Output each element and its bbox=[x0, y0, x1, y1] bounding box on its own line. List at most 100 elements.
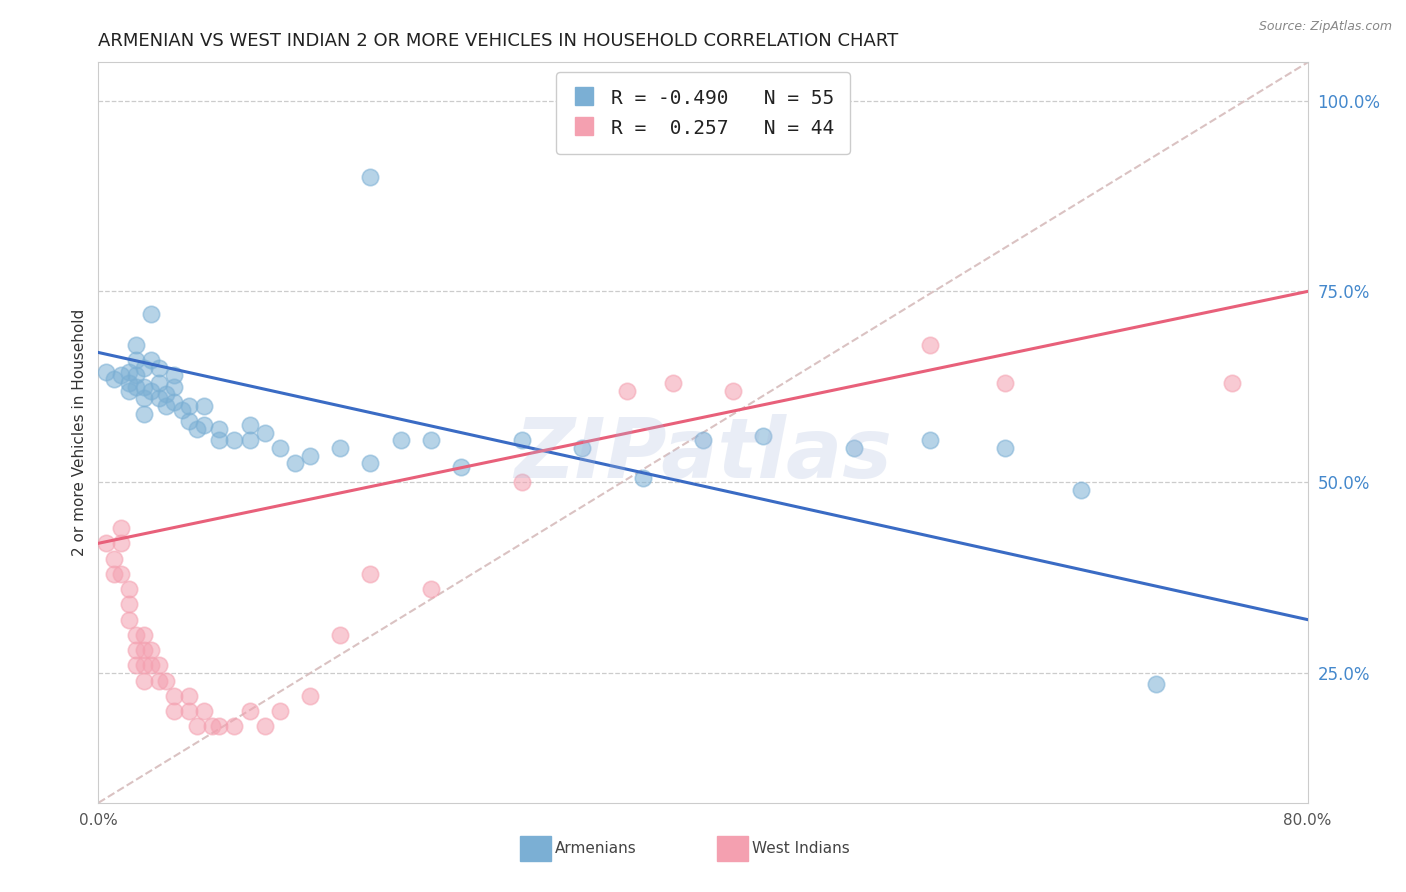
Point bbox=[239, 704, 262, 718]
Point bbox=[284, 456, 307, 470]
Point bbox=[329, 441, 352, 455]
Point bbox=[163, 689, 186, 703]
Point bbox=[103, 372, 125, 386]
Point bbox=[360, 566, 382, 581]
Point bbox=[239, 417, 262, 432]
Point bbox=[269, 441, 291, 455]
Point bbox=[132, 407, 155, 421]
Point bbox=[148, 658, 170, 673]
Point bbox=[125, 643, 148, 657]
Point bbox=[141, 643, 163, 657]
Point bbox=[389, 434, 412, 448]
Point bbox=[253, 425, 276, 440]
Point bbox=[118, 613, 141, 627]
Point bbox=[179, 689, 201, 703]
Point bbox=[253, 719, 276, 733]
Legend: R = -0.490   N = 55, R =  0.257   N = 44: R = -0.490 N = 55, R = 0.257 N = 44 bbox=[557, 72, 849, 154]
Point bbox=[1220, 376, 1243, 390]
Point bbox=[631, 471, 654, 485]
Point bbox=[132, 658, 155, 673]
Point bbox=[692, 434, 714, 448]
Point bbox=[125, 628, 148, 642]
Point bbox=[616, 384, 638, 398]
Point bbox=[155, 387, 177, 401]
Point bbox=[269, 704, 291, 718]
Point bbox=[155, 399, 177, 413]
Point bbox=[125, 658, 148, 673]
Point bbox=[179, 414, 201, 428]
Point bbox=[132, 628, 155, 642]
Point bbox=[118, 598, 141, 612]
Point bbox=[723, 384, 745, 398]
Point bbox=[186, 719, 208, 733]
Point bbox=[844, 441, 866, 455]
Point bbox=[118, 582, 141, 596]
Point bbox=[110, 368, 132, 383]
Point bbox=[132, 643, 155, 657]
Point bbox=[125, 368, 148, 383]
Point bbox=[141, 384, 163, 398]
Point bbox=[110, 536, 132, 550]
Text: ZIPatlas: ZIPatlas bbox=[515, 414, 891, 495]
Text: Armenians: Armenians bbox=[555, 841, 637, 855]
Point bbox=[163, 395, 186, 409]
Point bbox=[994, 376, 1017, 390]
Point bbox=[148, 376, 170, 390]
Point bbox=[208, 719, 231, 733]
Point bbox=[141, 307, 163, 321]
Point bbox=[918, 338, 941, 352]
Point bbox=[179, 399, 201, 413]
Point bbox=[132, 360, 155, 375]
Point bbox=[201, 719, 224, 733]
Point bbox=[170, 402, 193, 417]
Point bbox=[125, 338, 148, 352]
Point bbox=[118, 376, 141, 390]
Point bbox=[148, 360, 170, 375]
Text: Source: ZipAtlas.com: Source: ZipAtlas.com bbox=[1258, 20, 1392, 33]
Y-axis label: 2 or more Vehicles in Household: 2 or more Vehicles in Household bbox=[72, 309, 87, 557]
Text: West Indians: West Indians bbox=[752, 841, 851, 855]
Point bbox=[110, 521, 132, 535]
Point bbox=[193, 704, 215, 718]
Point bbox=[148, 391, 170, 405]
Point bbox=[163, 704, 186, 718]
Point bbox=[420, 582, 443, 596]
Point bbox=[224, 434, 246, 448]
Point bbox=[299, 449, 322, 463]
Point bbox=[148, 673, 170, 688]
Point bbox=[155, 673, 177, 688]
Point bbox=[224, 719, 246, 733]
Point bbox=[360, 456, 382, 470]
Point bbox=[193, 399, 215, 413]
Point bbox=[94, 365, 117, 379]
Point bbox=[1144, 677, 1167, 691]
Point bbox=[208, 422, 231, 436]
Point bbox=[141, 658, 163, 673]
Point bbox=[141, 353, 163, 368]
Point bbox=[132, 673, 155, 688]
Point bbox=[510, 475, 533, 490]
Point bbox=[94, 536, 117, 550]
Point bbox=[163, 380, 186, 394]
Point bbox=[103, 551, 125, 566]
Point bbox=[125, 353, 148, 368]
Point bbox=[110, 566, 132, 581]
Point bbox=[329, 628, 352, 642]
Point bbox=[132, 380, 155, 394]
Point bbox=[125, 380, 148, 394]
Point bbox=[510, 434, 533, 448]
Point bbox=[179, 704, 201, 718]
Point bbox=[661, 376, 683, 390]
Point bbox=[752, 429, 775, 443]
Point bbox=[918, 434, 941, 448]
Point bbox=[186, 422, 208, 436]
Point bbox=[208, 434, 231, 448]
Point bbox=[450, 460, 472, 475]
Text: ARMENIAN VS WEST INDIAN 2 OR MORE VEHICLES IN HOUSEHOLD CORRELATION CHART: ARMENIAN VS WEST INDIAN 2 OR MORE VEHICL… bbox=[98, 32, 898, 50]
Point bbox=[163, 368, 186, 383]
Point bbox=[994, 441, 1017, 455]
Point bbox=[1070, 483, 1092, 497]
Point bbox=[239, 434, 262, 448]
Point bbox=[360, 169, 382, 184]
Point bbox=[420, 434, 443, 448]
